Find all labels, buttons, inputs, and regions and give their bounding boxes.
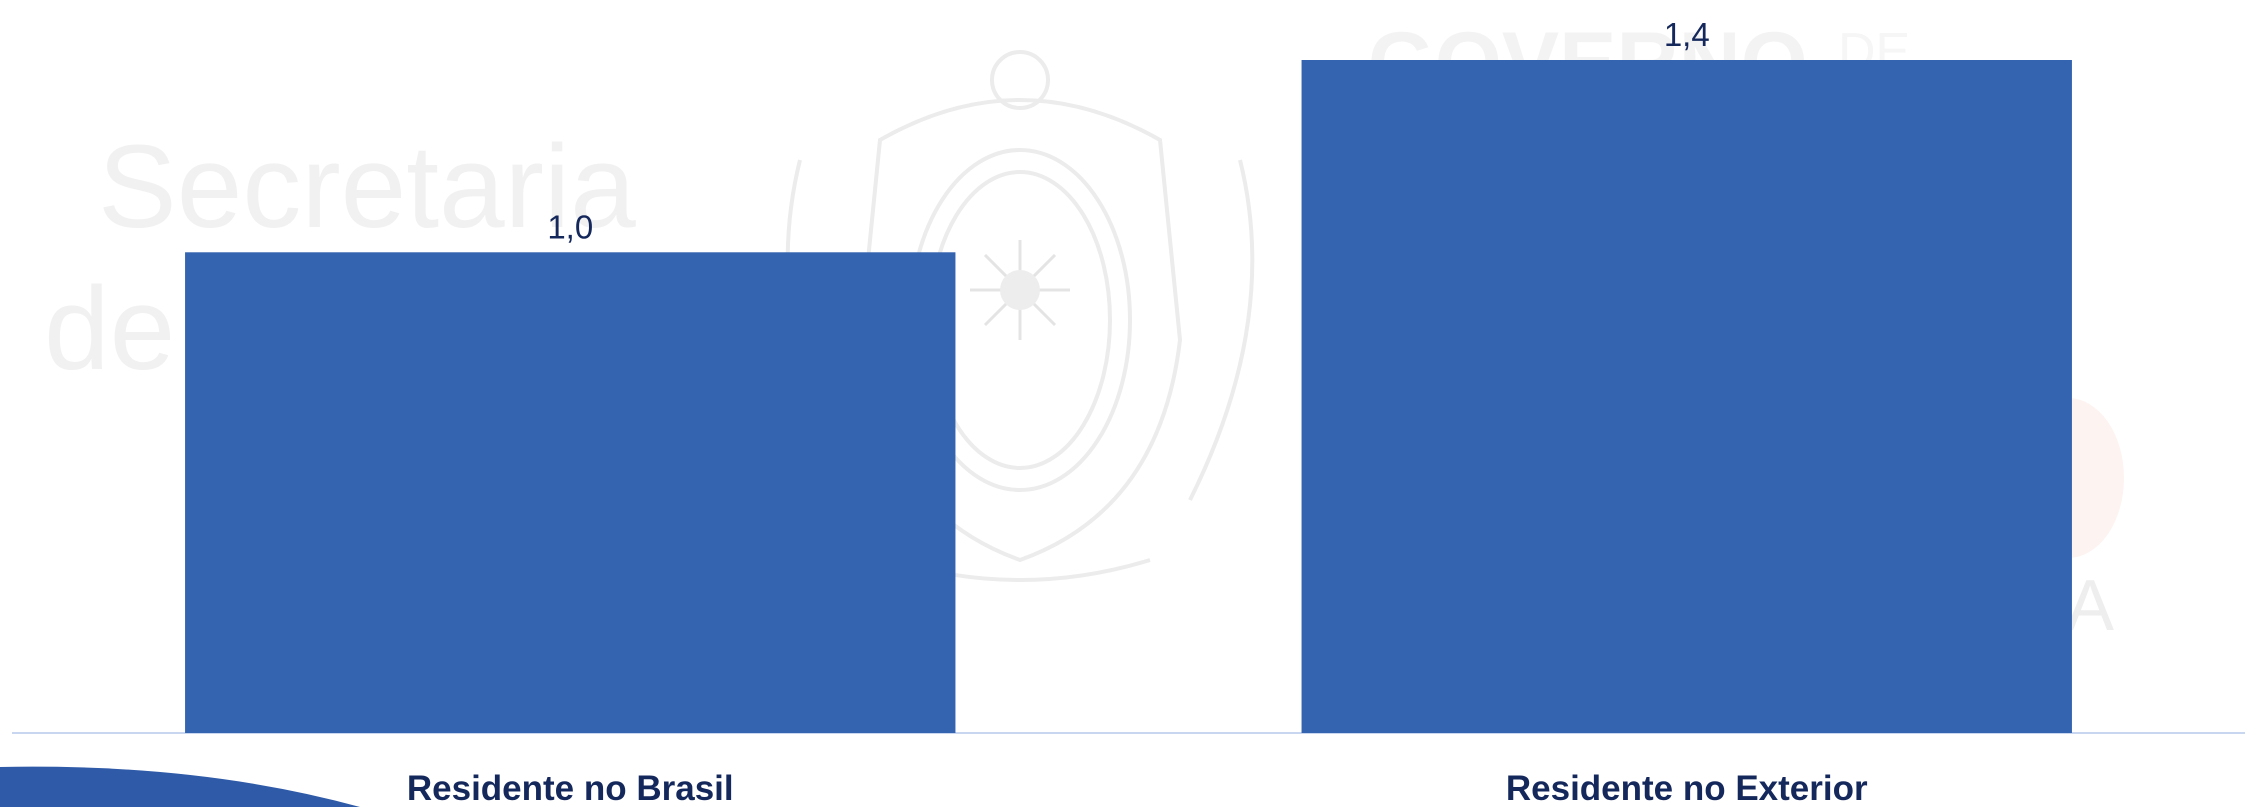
state-coat-of-arms-icon: [785, 50, 1255, 582]
watermark-letter: A: [2066, 566, 2115, 646]
value-label-0: 1,0: [547, 208, 593, 245]
bar-1: [1301, 60, 2072, 733]
watermark-de: de: [44, 263, 176, 395]
watermark-secretaria: Secretaria: [98, 121, 636, 253]
category-label-0: Residente no Brasil: [407, 769, 734, 807]
value-label-1: 1,4: [1664, 16, 1710, 53]
decorative-swoosh: [0, 766, 360, 807]
category-label-1: Residente no Exterior: [1506, 769, 1868, 807]
bar-0: [185, 252, 956, 734]
